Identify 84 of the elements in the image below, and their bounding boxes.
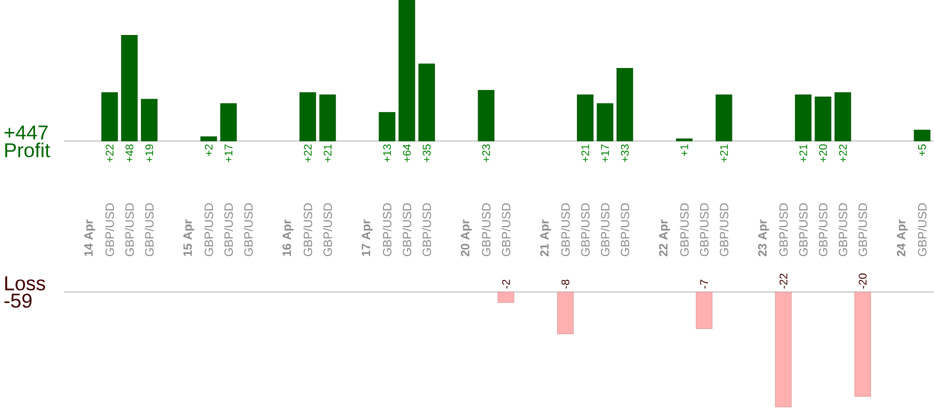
data-label: +5	[918, 144, 926, 156]
y-axis-title: Loss	[5, 276, 46, 290]
x-tick-label: GBP/USD	[125, 203, 134, 256]
x-tick-label: GBP/USD	[700, 203, 709, 256]
data-label: +13	[383, 144, 391, 162]
x-tick-label: GBP/USD	[482, 203, 491, 256]
data-label: +23	[482, 144, 490, 162]
data-label: +35	[422, 144, 431, 162]
data-label: +17	[601, 144, 609, 162]
x-tick-label: GBP/USD	[502, 203, 510, 256]
x-tick-label: 24 Apr	[896, 220, 908, 256]
bar	[814, 96, 832, 142]
bar	[478, 90, 494, 142]
data-label: -7	[700, 280, 708, 289]
x-tick-label: GBP/USD	[204, 203, 214, 256]
x-tick-label: GBP/USD	[422, 203, 432, 256]
x-tick-label: 23 Apr	[758, 220, 769, 256]
bar	[101, 92, 118, 142]
data-label: +21	[799, 144, 808, 162]
data-label: +20	[819, 144, 827, 162]
data-label: +22	[106, 144, 114, 162]
data-label: +33	[620, 144, 629, 162]
bar	[378, 112, 396, 142]
x-tick-label: GBP/USD	[680, 203, 689, 256]
x-tick-label: GBP/USD	[224, 203, 233, 256]
bar	[200, 136, 217, 142]
bar	[418, 64, 435, 142]
x-tick-label: GBP/USD	[600, 203, 610, 256]
bar	[616, 68, 634, 142]
x-tick-label: GBP/USD	[382, 203, 392, 256]
data-label: +21	[324, 144, 332, 162]
bar	[140, 98, 158, 142]
x-tick-label: 17 Apr	[362, 220, 373, 256]
data-label: +1	[680, 144, 688, 156]
x-tick-label: GBP/USD	[580, 203, 590, 256]
x-tick-label: GBP/USD	[303, 203, 312, 256]
data-label: -22	[780, 274, 788, 289]
bar	[834, 92, 852, 142]
x-tick-label: GBP/USD	[858, 203, 868, 256]
text: +447	[4, 126, 48, 140]
bar	[319, 94, 336, 142]
data-label: -2	[502, 280, 510, 289]
bar	[794, 94, 812, 142]
x-tick-label: 20 Apr	[460, 220, 472, 256]
data-label: +64	[402, 144, 411, 162]
data-label: -8	[561, 280, 570, 289]
y-axis-title: Profit	[5, 142, 50, 158]
bar	[716, 94, 732, 142]
x-tick-label: GBP/USD	[105, 203, 114, 256]
data-label: +2	[204, 144, 213, 156]
x-tick-label: GBP/USD	[323, 203, 332, 256]
bar	[121, 34, 138, 142]
data-label: +21	[581, 144, 590, 162]
text: -59	[4, 294, 32, 308]
data-label: +21	[720, 144, 728, 162]
x-tick-label: 16 Apr	[282, 220, 294, 256]
data-label: +17	[224, 144, 232, 162]
x-tick-label: GBP/USD	[818, 203, 828, 256]
bar	[576, 94, 594, 142]
x-tick-label: 22 Apr	[659, 220, 670, 256]
bar	[676, 138, 693, 142]
x-tick-label: GBP/USD	[918, 203, 927, 256]
bar	[299, 92, 316, 142]
data-label: -20	[858, 273, 867, 289]
data-label: +19	[145, 144, 154, 162]
data-label: +48	[126, 144, 134, 162]
data-label: +22	[838, 144, 847, 162]
bar	[596, 103, 614, 142]
x-tick-label: 14 Apr	[84, 220, 96, 256]
bar	[398, 0, 416, 142]
x-tick-label: GBP/USD	[778, 203, 788, 256]
x-tick-label: GBP/USD	[838, 203, 848, 256]
bar	[914, 130, 930, 142]
x-tick-label: GBP/USD	[560, 203, 570, 256]
x-tick-label: GBP/USD	[244, 203, 253, 256]
x-tick-label: GBP/USD	[720, 203, 728, 256]
x-tick-label: GBP/USD	[798, 203, 808, 256]
x-tick-label: 21 Apr	[540, 220, 552, 256]
x-tick-label: GBP/USD	[620, 203, 630, 256]
x-tick-label: GBP/USD	[402, 203, 412, 256]
x-tick-label: 15 Apr	[183, 220, 194, 256]
data-label: +22	[304, 144, 312, 162]
x-tick-label: GBP/USD	[144, 203, 154, 256]
bar	[220, 103, 237, 142]
